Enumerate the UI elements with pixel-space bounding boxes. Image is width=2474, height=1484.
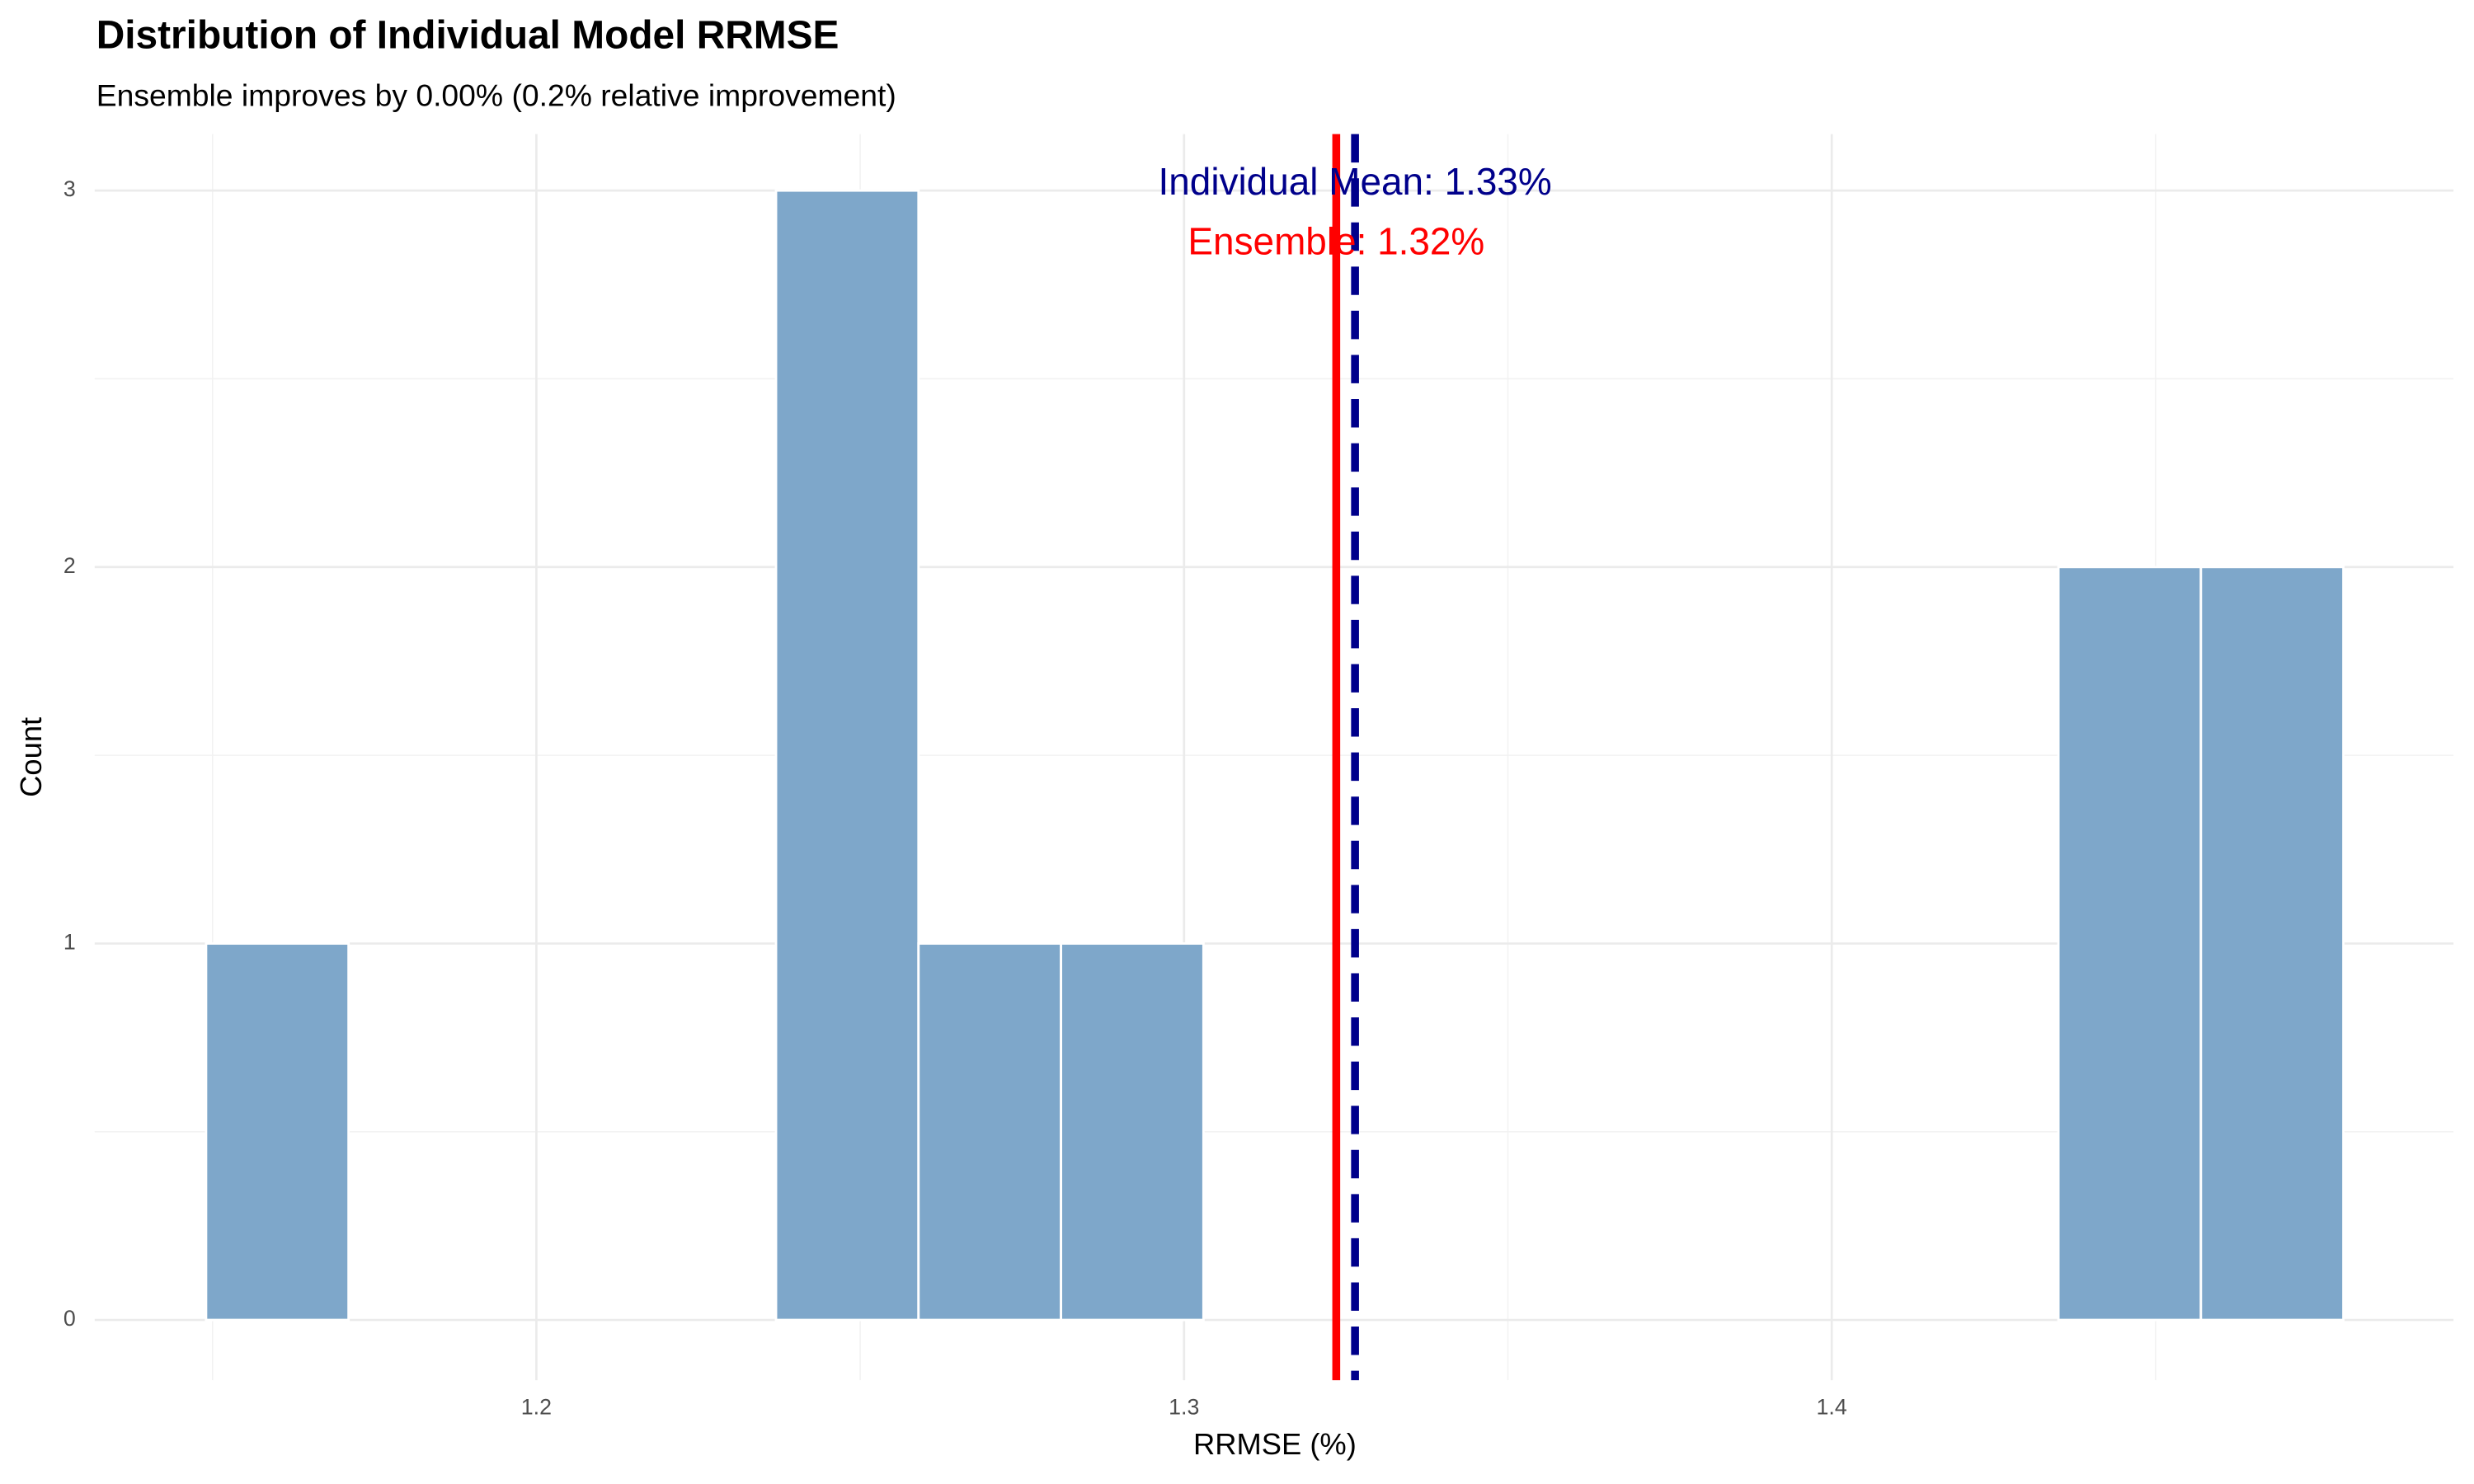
plot-area: Ensemble: 1.32% Individual Mean: 1.33% [205, 134, 2345, 1381]
chart-subtitle: Ensemble improves by 0.00% (0.2% relativ… [96, 77, 896, 112]
y-tick-label: 0 [63, 1306, 76, 1331]
bar [1060, 942, 1205, 1322]
x-tick-label: 1.3 [1169, 1395, 1199, 1420]
x-tick-label: 1.2 [521, 1395, 552, 1420]
chart-title: Distribution of Individual Model RRMSE [96, 14, 840, 58]
bar [205, 942, 350, 1322]
bar [2199, 566, 2345, 1322]
annotation: Ensemble: 1.32% [1188, 220, 1484, 263]
y-axis-title: Count [14, 717, 48, 797]
x-axis-title: RRMSE (%) [1193, 1427, 1357, 1461]
bar [917, 942, 1063, 1322]
x-tick-label: 1.4 [1817, 1395, 1847, 1420]
bar [2057, 566, 2203, 1322]
bar [774, 189, 920, 1322]
annotation: Individual Mean: 1.33% [1159, 160, 1552, 203]
y-tick-label: 3 [63, 176, 76, 201]
y-tick-label: 2 [63, 553, 76, 578]
y-tick-label: 1 [63, 929, 76, 954]
grid: 1.2 1.3 1.4 0 1 2 3 [63, 134, 2454, 1420]
